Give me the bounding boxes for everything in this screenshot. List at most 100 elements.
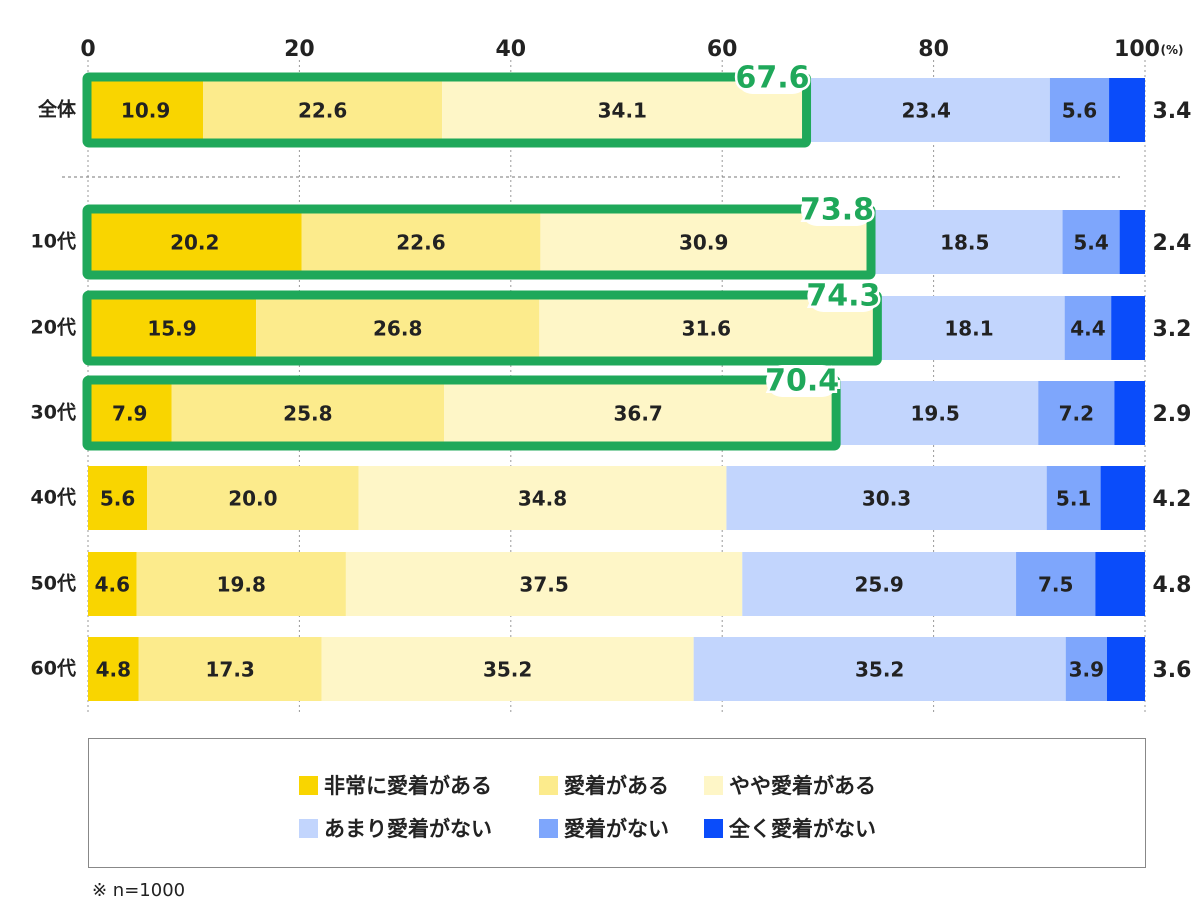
value-label: 4.4 [1070, 317, 1105, 341]
legend-label: やや愛着がある [729, 774, 876, 798]
legend-item-attached: 愛着がある [539, 770, 669, 800]
value-label: 15.9 [147, 317, 196, 341]
legend-swatch [299, 775, 318, 795]
value-label: 17.3 [205, 658, 254, 682]
x-tick-label: 20 [284, 37, 315, 62]
value-label: 18.5 [940, 231, 989, 255]
category-label: 60代 [31, 658, 76, 680]
highlight-label-bg [736, 62, 809, 94]
highlight-total-label: 73.8 [800, 193, 874, 228]
value-label: 20.0 [228, 487, 277, 511]
bar-segment [1049, 78, 1110, 142]
value-label: 3.2 [1153, 317, 1192, 342]
legend-swatch [299, 818, 318, 838]
legend-label: あまり愛着がない [324, 817, 492, 841]
bar-segment [802, 78, 1050, 142]
bar-segment [1114, 381, 1145, 445]
value-label: 10.9 [121, 99, 170, 123]
bar-segment [358, 466, 727, 530]
value-label: 2.9 [1153, 402, 1192, 427]
value-label: 19.5 [911, 402, 960, 426]
legend-label: 愛着がない [564, 817, 669, 841]
value-label: 7.9 [112, 402, 147, 426]
value-label: 4.8 [1153, 573, 1192, 598]
bar-segment [321, 637, 694, 701]
x-tick-label: 80 [918, 37, 949, 62]
bar-segment [136, 552, 346, 616]
value-label: 18.1 [944, 317, 993, 341]
bar-segment [171, 381, 445, 445]
value-label: 4.8 [96, 658, 131, 682]
x-tick-label: 40 [495, 37, 526, 62]
value-label: 7.2 [1059, 402, 1094, 426]
value-label: 3.6 [1153, 658, 1192, 683]
category-label: 30代 [31, 402, 76, 424]
value-label: 4.2 [1153, 487, 1192, 512]
x-tick-label: 0 [80, 37, 95, 62]
bar-segment [88, 78, 204, 142]
bar-segment [1064, 296, 1112, 360]
bar-segment [203, 78, 443, 142]
legend-label: 全く愛着がない [729, 817, 876, 841]
category-label: 20代 [31, 317, 76, 339]
legend-item-not-at-all-attached: 全く愛着がない [704, 813, 876, 843]
value-label: 31.6 [682, 317, 731, 341]
highlight-frame [82, 290, 882, 366]
value-label: 19.8 [217, 573, 266, 597]
bar-segment [88, 552, 137, 616]
highlight-frame [82, 204, 876, 280]
category-label: 40代 [31, 487, 76, 509]
bar-segment [1111, 296, 1145, 360]
highlight-total-label: 67.6 [736, 61, 810, 96]
highlight-label-bg [766, 365, 839, 397]
bar-segment [345, 552, 743, 616]
bar-segment [88, 381, 172, 445]
value-label: 3.9 [1069, 658, 1104, 682]
legend-swatch [539, 775, 558, 795]
value-label: 22.6 [298, 99, 347, 123]
value-label: 5.6 [1062, 99, 1097, 123]
bar-segment [1062, 210, 1120, 274]
legend-item-very-attached: 非常に愛着がある [299, 770, 492, 800]
value-label: 5.4 [1073, 231, 1108, 255]
sample-size-note: ※ n=1000 [92, 880, 186, 901]
bar-segment [88, 296, 257, 360]
legend-item-somewhat-attached: やや愛着がある [704, 770, 876, 800]
bar-segment [301, 210, 541, 274]
highlight-total-label: 74.3 [806, 279, 880, 314]
value-label: 25.9 [854, 573, 903, 597]
value-label: 2.4 [1153, 231, 1192, 256]
value-label: 4.6 [95, 573, 130, 597]
value-label: 22.6 [396, 231, 445, 255]
bar-segment [832, 381, 1039, 445]
legend-swatch [539, 818, 558, 838]
bar-segment [726, 466, 1047, 530]
bar-segment [1095, 552, 1145, 616]
bar-segment [1119, 210, 1145, 274]
value-label: 26.8 [373, 317, 422, 341]
bar-segment [1065, 637, 1107, 701]
legend-label: 愛着がある [564, 774, 669, 798]
legend-swatch [704, 818, 723, 838]
x-tick-label: 60 [707, 37, 738, 62]
highlight-label-bg [801, 194, 874, 226]
bar-segment [1106, 637, 1145, 701]
x-axis-unit: (%) [1161, 43, 1184, 57]
bar-segment [88, 637, 139, 701]
bar-segment [742, 552, 1017, 616]
bar-segment [1016, 552, 1096, 616]
bar-segment [1046, 466, 1101, 530]
bar-segment [88, 466, 148, 530]
stacked-bar-chart: 0 20 40 60 80 100 (%) 全体 10.9 22.6 34.1 23.4 5.6 3.4 6… [31, 37, 1192, 712]
bar-segment [693, 637, 1066, 701]
value-label: 5.6 [100, 487, 135, 511]
x-tick-label: 100 [1114, 37, 1160, 62]
bar-segment [88, 210, 302, 274]
value-label: 5.1 [1056, 487, 1091, 511]
value-label: 23.4 [902, 99, 951, 123]
legend-item-not-very-attached: あまり愛着がない [299, 813, 492, 843]
highlight-frame [82, 72, 812, 148]
bar-segment [256, 296, 540, 360]
value-label: 25.8 [283, 402, 332, 426]
value-label: 35.2 [483, 658, 532, 682]
